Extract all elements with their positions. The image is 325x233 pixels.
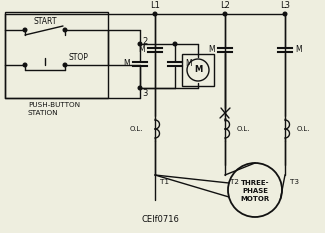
Text: O.L.: O.L. [129, 126, 143, 132]
Circle shape [138, 86, 142, 90]
Circle shape [63, 28, 67, 32]
Circle shape [153, 12, 157, 16]
Text: START: START [33, 17, 57, 27]
Text: L2: L2 [220, 1, 230, 10]
Text: MOTOR: MOTOR [240, 196, 270, 202]
Text: M: M [124, 59, 130, 69]
Text: PHASE: PHASE [242, 188, 268, 194]
Circle shape [283, 12, 287, 16]
Text: T3: T3 [290, 179, 299, 185]
Circle shape [23, 28, 27, 32]
Text: M: M [185, 59, 192, 69]
Text: M: M [295, 45, 302, 55]
Circle shape [23, 63, 27, 67]
Bar [5, 12, 108, 98]
Text: CEIf0716: CEIf0716 [141, 216, 179, 225]
Text: T1: T1 [160, 179, 169, 185]
Text: STOP: STOP [68, 54, 88, 62]
Text: STATION: STATION [28, 110, 58, 116]
Text: T2: T2 [230, 179, 239, 185]
Text: L1: L1 [150, 1, 160, 10]
Circle shape [173, 42, 177, 46]
Text: 3: 3 [142, 89, 148, 99]
Text: L3: L3 [280, 1, 290, 10]
Text: M: M [138, 45, 145, 55]
Text: THREE-: THREE- [241, 180, 269, 186]
Circle shape [138, 42, 142, 46]
Text: M: M [208, 45, 215, 55]
Text: PUSH-BUTTON: PUSH-BUTTON [28, 102, 80, 108]
Text: M: M [194, 65, 202, 75]
Text: O.L.: O.L. [297, 126, 310, 132]
Text: O.L.: O.L. [237, 126, 251, 132]
Bar [182, 54, 214, 86]
Circle shape [63, 63, 67, 67]
Circle shape [223, 12, 227, 16]
Text: 2: 2 [142, 38, 148, 47]
